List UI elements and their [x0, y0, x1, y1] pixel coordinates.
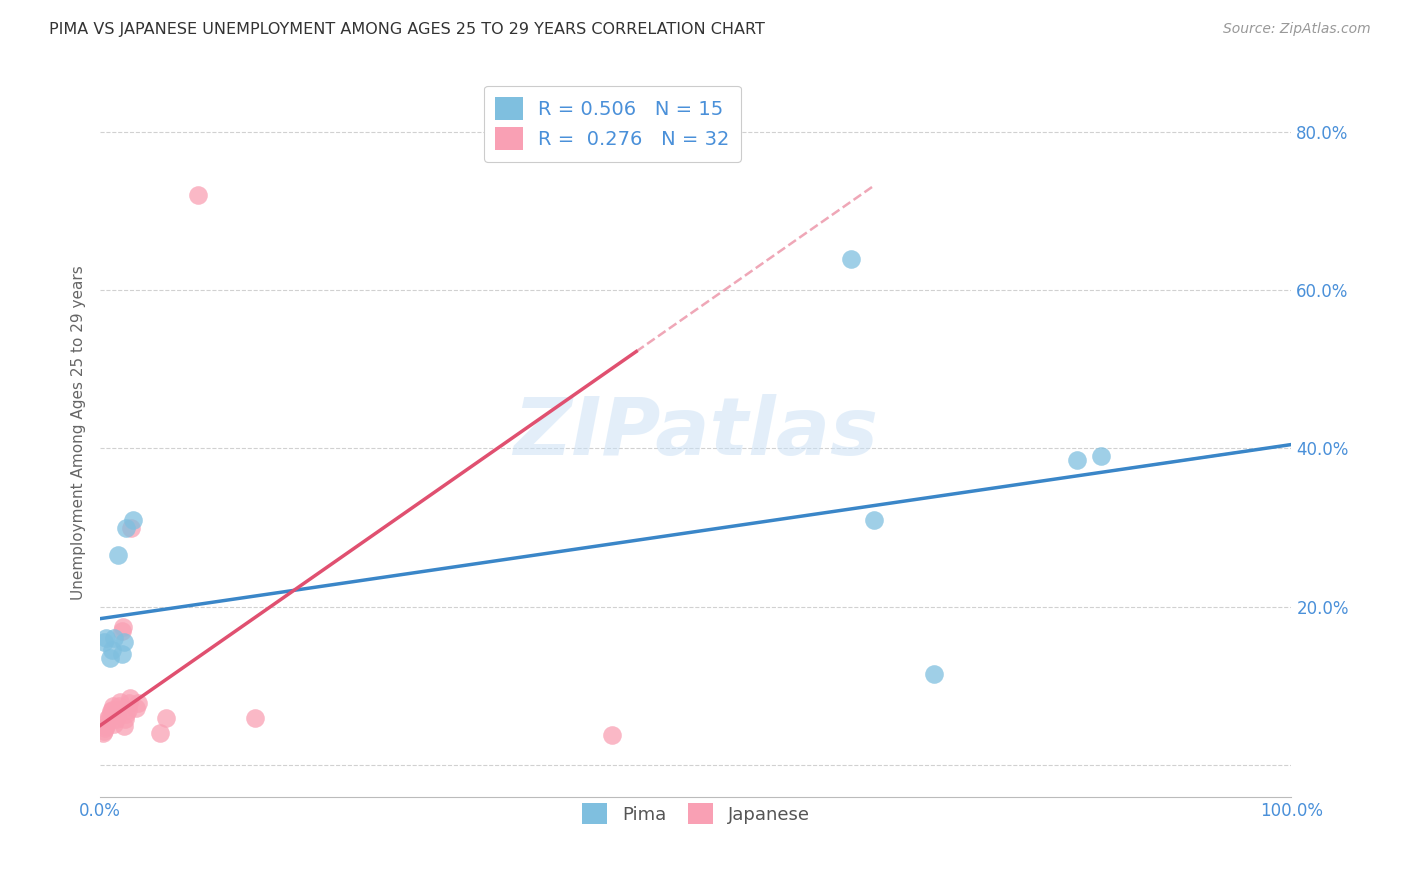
Point	[120, 521, 142, 535]
Point	[94, 632, 117, 646]
Point	[93, 724, 115, 739]
Point	[187, 188, 209, 202]
Point	[863, 513, 886, 527]
Point	[97, 711, 120, 725]
Point	[149, 726, 172, 740]
Point	[114, 712, 136, 726]
Point	[117, 703, 139, 717]
Point	[108, 698, 131, 713]
Point	[1066, 453, 1088, 467]
Point	[103, 698, 125, 713]
Point	[94, 718, 117, 732]
Point	[115, 706, 138, 721]
Point	[115, 521, 138, 535]
Point	[125, 701, 148, 715]
Point	[243, 711, 266, 725]
Point	[1090, 450, 1112, 464]
Point	[100, 704, 122, 718]
Point	[110, 695, 132, 709]
Point	[107, 549, 129, 563]
Point	[155, 711, 177, 725]
Point	[101, 703, 124, 717]
Point	[101, 643, 124, 657]
Point	[922, 667, 945, 681]
Point	[110, 648, 132, 662]
Point	[98, 651, 121, 665]
Text: PIMA VS JAPANESE UNEMPLOYMENT AMONG AGES 25 TO 29 YEARS CORRELATION CHART: PIMA VS JAPANESE UNEMPLOYMENT AMONG AGES…	[49, 22, 765, 37]
Point	[98, 708, 121, 723]
Point	[96, 714, 118, 729]
Text: Source: ZipAtlas.com: Source: ZipAtlas.com	[1223, 22, 1371, 37]
Point	[112, 718, 135, 732]
Point	[118, 690, 141, 705]
Y-axis label: Unemployment Among Ages 25 to 29 years: Unemployment Among Ages 25 to 29 years	[72, 265, 86, 600]
Point	[602, 728, 624, 742]
Point	[111, 619, 134, 633]
Point	[839, 252, 862, 266]
Point	[93, 635, 115, 649]
Point	[110, 624, 132, 638]
Point	[91, 726, 114, 740]
Point	[112, 635, 135, 649]
Point	[118, 697, 141, 711]
Point	[122, 513, 145, 527]
Text: ZIPatlas: ZIPatlas	[513, 393, 879, 472]
Point	[103, 717, 125, 731]
Point	[94, 721, 117, 735]
Point	[107, 703, 129, 717]
Point	[103, 632, 125, 646]
Point	[127, 697, 149, 711]
Legend: Pima, Japanese: Pima, Japanese	[571, 793, 820, 835]
Point	[104, 712, 127, 726]
Point	[105, 706, 128, 721]
